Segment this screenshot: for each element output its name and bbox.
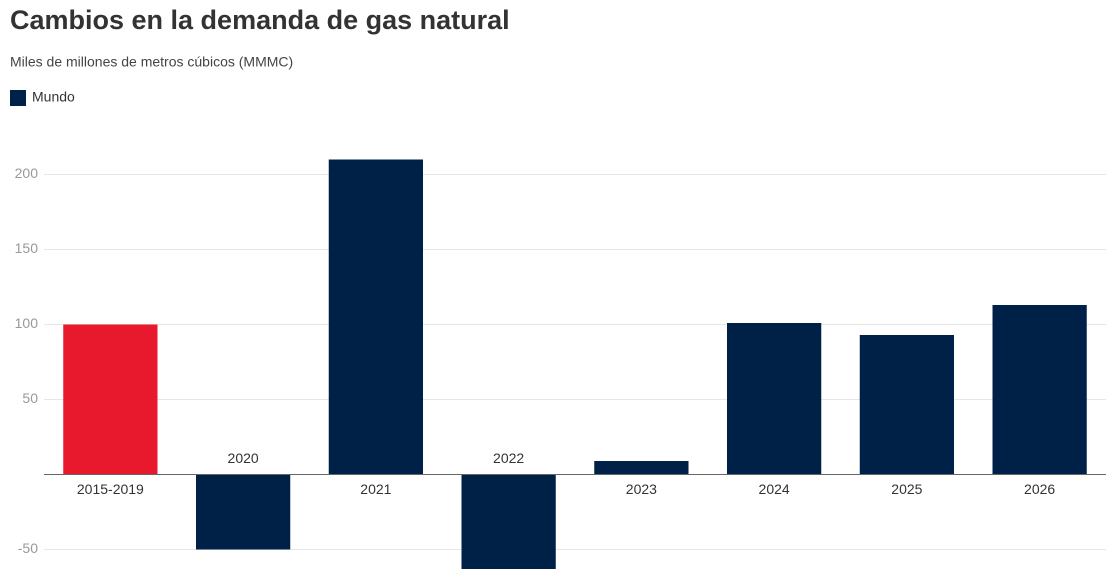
x-tick-label: 2020 bbox=[228, 450, 259, 466]
bar bbox=[726, 323, 822, 475]
bar bbox=[328, 159, 424, 475]
bar bbox=[195, 474, 291, 550]
x-tick-label: 2025 bbox=[891, 481, 922, 497]
x-tick-label: 2021 bbox=[360, 481, 391, 497]
chart-subtitle: Miles de millones de metros cúbicos (MMM… bbox=[10, 54, 293, 70]
legend-swatch bbox=[10, 90, 26, 106]
bar bbox=[63, 324, 158, 475]
y-tick-label: -50 bbox=[18, 540, 38, 556]
bar bbox=[594, 461, 689, 475]
chart-title: Cambios en la demanda de gas natural bbox=[10, 5, 510, 35]
bar bbox=[992, 305, 1087, 475]
y-tick-label: 200 bbox=[15, 165, 39, 181]
x-tick-label: 2022 bbox=[493, 450, 524, 466]
y-tick-label: 50 bbox=[22, 390, 38, 406]
x-tick-label: 2023 bbox=[626, 481, 657, 497]
y-tick-label: 100 bbox=[15, 315, 39, 331]
x-tick-label: 2015-2019 bbox=[77, 481, 144, 497]
bar bbox=[461, 474, 556, 569]
y-tick-label: 150 bbox=[15, 240, 39, 256]
x-tick-label: 2024 bbox=[759, 481, 790, 497]
x-tick-label: 2026 bbox=[1024, 481, 1055, 497]
bar bbox=[859, 335, 955, 475]
legend-label: Mundo bbox=[32, 89, 75, 105]
